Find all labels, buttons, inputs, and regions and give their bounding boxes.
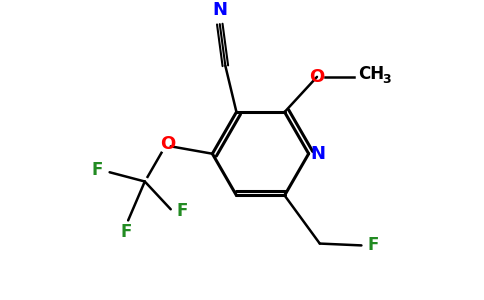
- Text: F: F: [92, 161, 103, 179]
- Text: N: N: [310, 145, 325, 163]
- Text: N: N: [212, 1, 227, 19]
- Text: 3: 3: [382, 73, 391, 86]
- Text: CH: CH: [358, 65, 384, 83]
- Text: O: O: [309, 68, 325, 86]
- Text: F: F: [121, 224, 132, 242]
- Text: F: F: [368, 236, 379, 254]
- Text: F: F: [176, 202, 187, 220]
- Text: O: O: [160, 136, 176, 154]
